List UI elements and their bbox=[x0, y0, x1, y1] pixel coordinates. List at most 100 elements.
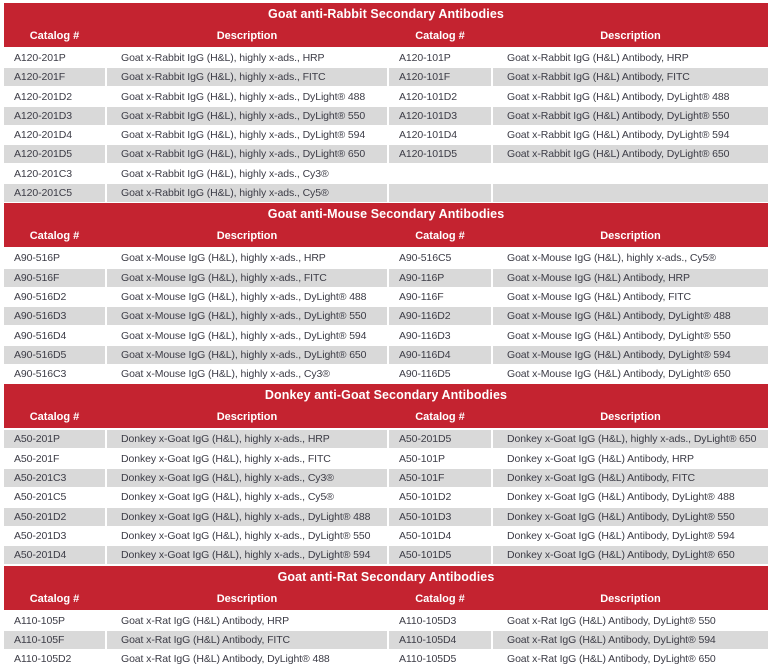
catalog-number-left: A120-201D4 bbox=[4, 126, 105, 145]
description-right bbox=[493, 164, 768, 183]
table-row: A120-201D5 Goat x-Rabbit IgG (H&L), high… bbox=[4, 145, 768, 164]
table-row: A120-201C3 Goat x-Rabbit IgG (H&L), high… bbox=[4, 164, 768, 183]
table-row: A90-516D4 Goat x-Mouse IgG (H&L), highly… bbox=[4, 326, 768, 345]
section-header-block: Goat anti-Mouse Secondary Antibodies Cat… bbox=[4, 203, 768, 248]
table-row: A90-516D3 Goat x-Mouse IgG (H&L), highly… bbox=[4, 307, 768, 326]
table-row: A120-201D4 Goat x-Rabbit IgG (H&L), high… bbox=[4, 126, 768, 145]
column-header-description-left: Description bbox=[216, 411, 278, 424]
catalog-number-left: A50-201C3 bbox=[4, 469, 105, 488]
table-row: A90-516D5 Goat x-Mouse IgG (H&L), highly… bbox=[4, 345, 768, 364]
section-title: Goat anti-Mouse Secondary Antibodies bbox=[267, 207, 505, 222]
section-title: Goat anti-Rat Secondary Antibodies bbox=[277, 569, 495, 584]
table-row: A50-201C5 Donkey x-Goat IgG (H&L), highl… bbox=[4, 488, 768, 507]
catalog-number-right: A90-116P bbox=[389, 268, 491, 287]
section-rows: A90-516P Goat x-Mouse IgG (H&L), highly … bbox=[4, 249, 768, 384]
description-left: Goat x-Mouse IgG (H&L), highly x-ads., D… bbox=[107, 326, 387, 345]
catalog-number-right: A120-101D4 bbox=[389, 126, 491, 145]
table-row: A120-201C5 Goat x-Rabbit IgG (H&L), high… bbox=[4, 184, 768, 203]
table-row: A50-201C3 Donkey x-Goat IgG (H&L), highl… bbox=[4, 469, 768, 488]
table-row: A50-201F Donkey x-Goat IgG (H&L), highly… bbox=[4, 449, 768, 468]
catalog-number-right: A50-101P bbox=[389, 449, 491, 468]
column-header-row: Catalog # Description Catalog # Descript… bbox=[4, 225, 768, 247]
description-right: Donkey x-Goat IgG (H&L) Antibody, FITC bbox=[493, 469, 768, 488]
column-header-description-left: Description bbox=[216, 230, 278, 243]
description-right: Goat x-Rabbit IgG (H&L) Antibody, HRP bbox=[493, 49, 768, 67]
table-row: A110-105F Goat x-Rat IgG (H&L) Antibody,… bbox=[4, 630, 768, 649]
table-row: A90-516P Goat x-Mouse IgG (H&L), highly … bbox=[4, 249, 768, 268]
description-right: Goat x-Mouse IgG (H&L) Antibody, DyLight… bbox=[493, 345, 768, 364]
catalog-number-right: A90-116F bbox=[389, 287, 491, 306]
catalog-number-left: A90-516P bbox=[4, 249, 105, 268]
table-row: A90-516C3 Goat x-Mouse IgG (H&L), highly… bbox=[4, 365, 768, 384]
column-header-description-right: Description bbox=[600, 411, 661, 424]
description-right: Goat x-Rabbit IgG (H&L) Antibody, DyLigh… bbox=[493, 145, 768, 164]
catalog-number-left: A50-201C5 bbox=[4, 488, 105, 507]
catalog-number-right: A120-101D3 bbox=[389, 106, 491, 125]
section-header-block: Goat anti-Rabbit Secondary Antibodies Ca… bbox=[4, 3, 768, 47]
column-header-catalog-right: Catalog # bbox=[415, 230, 465, 243]
description-right: Donkey x-Goat IgG (H&L) Antibody, DyLigh… bbox=[493, 546, 768, 565]
catalog-number-right: A50-101D5 bbox=[389, 546, 491, 565]
description-right: Goat x-Rat IgG (H&L) Antibody, DyLight® … bbox=[493, 630, 768, 649]
description-right: Goat x-Rabbit IgG (H&L) Antibody, DyLigh… bbox=[493, 126, 768, 145]
catalog-number-left: A120-201C3 bbox=[4, 164, 105, 183]
antibody-section: Goat anti-Rat Secondary Antibodies Catal… bbox=[4, 565, 768, 669]
description-left: Donkey x-Goat IgG (H&L), highly x-ads., … bbox=[107, 469, 387, 488]
description-right: Goat x-Rat IgG (H&L) Antibody, DyLight® … bbox=[493, 650, 768, 669]
catalog-number-right: A110-105D4 bbox=[389, 630, 491, 649]
catalog-number-left: A50-201D3 bbox=[4, 526, 105, 545]
description-left: Donkey x-Goat IgG (H&L), highly x-ads., … bbox=[107, 449, 387, 468]
catalog-number-left: A50-201D4 bbox=[4, 546, 105, 565]
catalog-number-left: A120-201D3 bbox=[4, 106, 105, 125]
description-right: Donkey x-Goat IgG (H&L) Antibody, DyLigh… bbox=[493, 488, 768, 507]
catalog-number-right: A90-516C5 bbox=[389, 249, 491, 268]
section-rows: A110-105P Goat x-Rat IgG (H&L) Antibody,… bbox=[4, 611, 768, 669]
catalog-number-left: A120-201C5 bbox=[4, 184, 105, 203]
description-left: Goat x-Rabbit IgG (H&L), highly x-ads., … bbox=[107, 184, 387, 203]
section-title: Donkey anti-Goat Secondary Antibodies bbox=[264, 388, 508, 403]
table-row: A90-516D2 Goat x-Mouse IgG (H&L), highly… bbox=[4, 287, 768, 306]
catalog-number-right bbox=[389, 164, 491, 183]
catalog-number-right bbox=[389, 184, 491, 203]
catalog-number-left: A90-516D4 bbox=[4, 326, 105, 345]
catalog-number-right: A90-116D3 bbox=[389, 326, 491, 345]
column-header-description-right: Description bbox=[600, 230, 661, 243]
table-row: A50-201D3 Donkey x-Goat IgG (H&L), highl… bbox=[4, 526, 768, 545]
column-header-catalog-left: Catalog # bbox=[29, 592, 80, 605]
description-left: Goat x-Mouse IgG (H&L), highly x-ads., H… bbox=[107, 249, 387, 268]
description-right: Goat x-Mouse IgG (H&L) Antibody, HRP bbox=[493, 268, 768, 287]
table-row: A50-201D4 Donkey x-Goat IgG (H&L), highl… bbox=[4, 546, 768, 565]
catalog-number-left: A50-201F bbox=[4, 449, 105, 468]
description-left: Goat x-Rat IgG (H&L) Antibody, FITC bbox=[107, 630, 387, 649]
description-left: Goat x-Mouse IgG (H&L), highly x-ads., F… bbox=[107, 268, 387, 287]
catalog-number-right: A50-101D3 bbox=[389, 507, 491, 526]
antibody-section: Goat anti-Rabbit Secondary Antibodies Ca… bbox=[4, 3, 768, 203]
catalog-number-right: A90-116D2 bbox=[389, 307, 491, 326]
description-right: Goat x-Rabbit IgG (H&L) Antibody, FITC bbox=[493, 68, 768, 87]
catalog-number-left: A50-201P bbox=[4, 430, 105, 449]
column-header-description-left: Description bbox=[216, 592, 278, 605]
catalog-number-left: A50-201D2 bbox=[4, 507, 105, 526]
column-header-catalog-right: Catalog # bbox=[415, 30, 465, 42]
catalog-number-left: A110-105D2 bbox=[4, 650, 105, 669]
description-left: Goat x-Rabbit IgG (H&L), highly x-ads., … bbox=[107, 145, 387, 164]
column-header-catalog-left: Catalog # bbox=[29, 30, 80, 42]
description-left: Donkey x-Goat IgG (H&L), highly x-ads., … bbox=[107, 488, 387, 507]
description-left: Goat x-Rabbit IgG (H&L), highly x-ads., … bbox=[107, 87, 387, 106]
description-left: Goat x-Rabbit IgG (H&L), highly x-ads., … bbox=[107, 49, 387, 67]
column-header-catalog-left: Catalog # bbox=[29, 230, 80, 243]
description-right: Goat x-Mouse IgG (H&L) Antibody, FITC bbox=[493, 287, 768, 306]
catalog-number-right: A120-101D5 bbox=[389, 145, 491, 164]
catalog-number-left: A90-516C3 bbox=[4, 365, 105, 384]
section-header-block: Goat anti-Rat Secondary Antibodies Catal… bbox=[4, 565, 768, 610]
column-header-description-left: Description bbox=[216, 30, 278, 42]
catalog-number-left: A120-201P bbox=[4, 49, 105, 67]
description-right: Donkey x-Goat IgG (H&L), highly x-ads., … bbox=[493, 430, 768, 449]
column-header-row: Catalog # Description Catalog # Descript… bbox=[4, 588, 768, 610]
catalog-number-right: A120-101P bbox=[389, 49, 491, 67]
table-row: A120-201P Goat x-Rabbit IgG (H&L), highl… bbox=[4, 49, 768, 67]
description-right: Donkey x-Goat IgG (H&L) Antibody, HRP bbox=[493, 449, 768, 468]
catalog-number-right: A120-101D2 bbox=[389, 87, 491, 106]
antibody-section: Donkey anti-Goat Secondary Antibodies Ca… bbox=[4, 384, 768, 565]
